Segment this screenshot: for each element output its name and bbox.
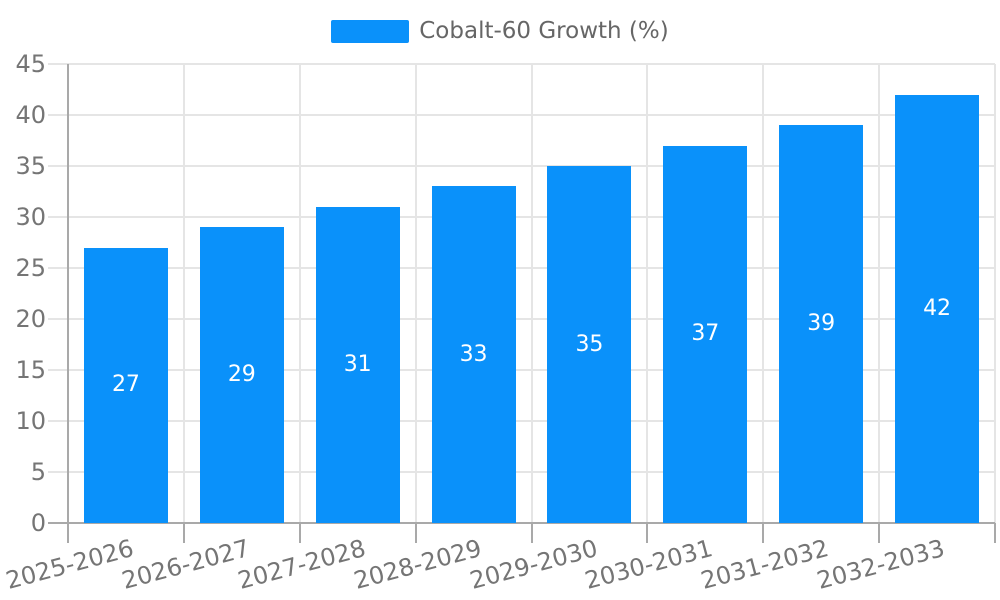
- bar: 29: [199, 227, 284, 523]
- x-grid-line: [994, 64, 996, 523]
- y-tick-label: 15: [15, 356, 46, 384]
- x-tick-label: 2025-2026: [3, 534, 137, 595]
- y-grid-line: [48, 318, 995, 320]
- x-tick-label: 2029-2030: [466, 534, 601, 595]
- legend-label: Cobalt-60 Growth (%): [419, 18, 669, 44]
- bar-value-label: 33: [459, 341, 488, 367]
- y-grid-line: [48, 63, 995, 65]
- x-axis-tick: [762, 523, 765, 543]
- y-tick-label: 10: [15, 407, 46, 435]
- y-tick-label: 20: [15, 305, 46, 333]
- x-axis-tick: [994, 523, 996, 543]
- legend-swatch-icon: [331, 20, 410, 44]
- bar-value-label: 39: [807, 311, 836, 337]
- bar: 33: [431, 186, 516, 523]
- y-grid-line: [48, 369, 995, 371]
- legend[interactable]: Cobalt-60 Growth (%): [0, 18, 1000, 44]
- x-axis-tick: [414, 523, 417, 543]
- bar: 42: [895, 94, 980, 523]
- y-tick-label: 35: [15, 152, 46, 180]
- y-tick-label: 40: [15, 101, 46, 129]
- x-grid-line: [646, 64, 649, 523]
- y-axis-line: [67, 64, 69, 543]
- x-tick-label: 2028-2029: [350, 534, 485, 595]
- bar-value-label: 37: [691, 321, 720, 347]
- bar-value-label: 42: [923, 295, 952, 321]
- x-grid-line: [414, 64, 417, 523]
- bar: 37: [663, 145, 748, 523]
- y-grid-line: [48, 216, 995, 218]
- x-grid-line: [878, 64, 881, 523]
- bar: 35: [547, 166, 632, 523]
- x-grid-line: [298, 64, 301, 523]
- y-tick-label: 5: [30, 458, 46, 486]
- bar: 39: [779, 125, 864, 523]
- x-axis-line: [48, 522, 995, 524]
- bar-value-label: 27: [111, 372, 140, 398]
- bar-value-label: 29: [227, 362, 256, 388]
- plot-area: 27 29 31 33 35 37 39 42: [48, 63, 996, 543]
- y-tick-label: 0: [30, 509, 46, 537]
- x-grid-line: [182, 64, 185, 523]
- y-grid-line: [48, 114, 995, 116]
- x-tick-label: 2030-2031: [582, 534, 717, 595]
- y-tick-label: 25: [15, 254, 46, 282]
- x-tick-label: 2031-2032: [698, 534, 832, 595]
- y-grid-line: [48, 420, 995, 422]
- x-axis-tick: [530, 523, 533, 543]
- bar-value-label: 35: [575, 331, 604, 357]
- x-tick-label: 2027-2028: [234, 534, 369, 595]
- y-grid-line: [48, 165, 995, 167]
- x-grid-line: [530, 64, 533, 523]
- x-axis-tick: [182, 523, 185, 543]
- y-grid-line: [48, 267, 995, 269]
- x-tick-label: 2026-2027: [118, 534, 253, 595]
- x-axis-tick: [298, 523, 301, 543]
- y-tick-label: 30: [15, 203, 46, 231]
- y-tick-label: 45: [15, 50, 46, 78]
- x-axis-tick: [646, 523, 649, 543]
- x-grid-line: [762, 64, 765, 523]
- x-axis-tick: [878, 523, 881, 543]
- bar: 27: [83, 247, 168, 523]
- x-tick-label: 2032-2033: [814, 534, 948, 595]
- y-grid-line: [48, 471, 995, 473]
- bar-value-label: 31: [343, 351, 372, 377]
- bar: 31: [315, 206, 400, 523]
